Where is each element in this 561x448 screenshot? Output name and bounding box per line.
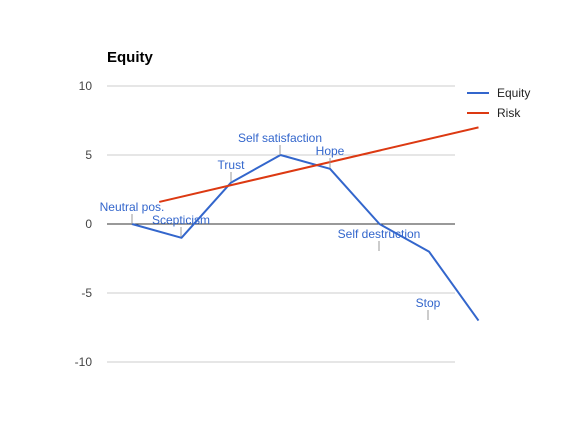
- y-axis-ticks: 10 5 0 -5 -10: [75, 79, 93, 369]
- annotations: Neutral pos.Scepticism Trust Self satisfac…: [100, 131, 441, 320]
- y-tick-label: -10: [75, 355, 93, 369]
- annotation-label: Scepticism: [152, 213, 210, 227]
- legend: Equity Risk: [467, 86, 530, 120]
- legend-label-equity: Equity: [497, 86, 530, 100]
- y-tick-label: 0: [85, 217, 92, 231]
- annotation-label: Trust: [218, 158, 246, 172]
- annotation-label: Self satisfaction: [238, 131, 322, 145]
- series-line-risk: [158, 126, 479, 203]
- annotation-label: Self destruction: [338, 227, 421, 241]
- annotation-label: Stop: [416, 296, 441, 310]
- chart-title: Equity: [107, 49, 153, 66]
- series-lines: [131, 126, 480, 322]
- annotation-label: Neutral pos.: [100, 200, 165, 214]
- series-line-equity: [131, 154, 480, 322]
- gridlines: [107, 85, 455, 363]
- y-tick-label: -5: [81, 286, 92, 300]
- y-tick-label: 10: [79, 79, 93, 93]
- legend-label-risk: Risk: [497, 106, 521, 120]
- annotation-label: Hope: [316, 144, 345, 158]
- y-tick-label: 5: [85, 148, 92, 162]
